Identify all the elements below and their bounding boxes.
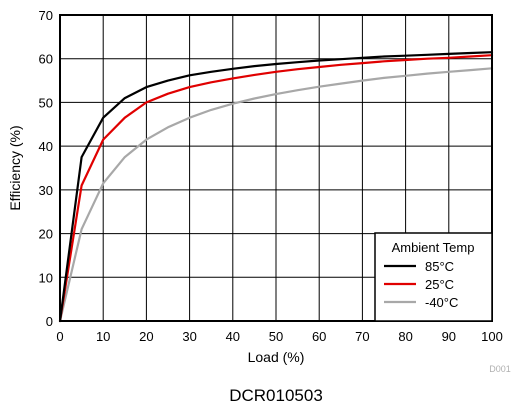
x-tick-label: 100 bbox=[481, 329, 503, 344]
series-line bbox=[58, 54, 494, 323]
y-tick-labels: 0 10 20 30 40 50 60 70 bbox=[39, 8, 53, 329]
x-tick-label: 80 bbox=[398, 329, 412, 344]
y-tick-label: 30 bbox=[39, 183, 53, 198]
legend-label: 85°C bbox=[425, 259, 454, 274]
x-tick-labels: 0 10 20 30 40 50 60 70 80 90 100 bbox=[56, 329, 502, 344]
legend-label: -40°C bbox=[425, 295, 458, 310]
x-tick-label: 20 bbox=[139, 329, 153, 344]
legend-items: 85°C 25°C -40°C bbox=[384, 259, 458, 310]
series-line bbox=[58, 67, 494, 323]
x-tick-label: 50 bbox=[269, 329, 283, 344]
legend: Ambient Temp 85°C 25°C -40°C bbox=[374, 232, 493, 322]
x-tick-label: 30 bbox=[182, 329, 196, 344]
x-tick-label: 70 bbox=[355, 329, 369, 344]
y-tick-label: 60 bbox=[39, 52, 53, 67]
x-tick-label: 0 bbox=[56, 329, 63, 344]
x-tick-label: 10 bbox=[96, 329, 110, 344]
plot-frame bbox=[59, 14, 493, 322]
x-axis-title: Load (%) bbox=[248, 349, 305, 365]
x-tick-label: 90 bbox=[442, 329, 456, 344]
legend-box bbox=[374, 232, 493, 322]
x-tick-label: 60 bbox=[312, 329, 326, 344]
chart-note: D001 bbox=[489, 364, 511, 374]
y-tick-label: 50 bbox=[39, 95, 53, 110]
y-tick-label: 0 bbox=[46, 314, 53, 329]
y-tick-label: 40 bbox=[39, 139, 53, 154]
legend-label: 25°C bbox=[425, 277, 454, 292]
y-tick-label: 10 bbox=[39, 270, 53, 285]
series-line bbox=[58, 51, 494, 323]
series-lines bbox=[58, 51, 494, 323]
chart-caption: DCR010503 bbox=[229, 386, 323, 405]
y-axis-title: Efficiency (%) bbox=[7, 125, 23, 210]
y-tick-label: 20 bbox=[39, 227, 53, 242]
x-tick-label: 40 bbox=[226, 329, 240, 344]
legend-title: Ambient Temp bbox=[392, 240, 475, 255]
y-tick-label: 70 bbox=[39, 8, 53, 23]
